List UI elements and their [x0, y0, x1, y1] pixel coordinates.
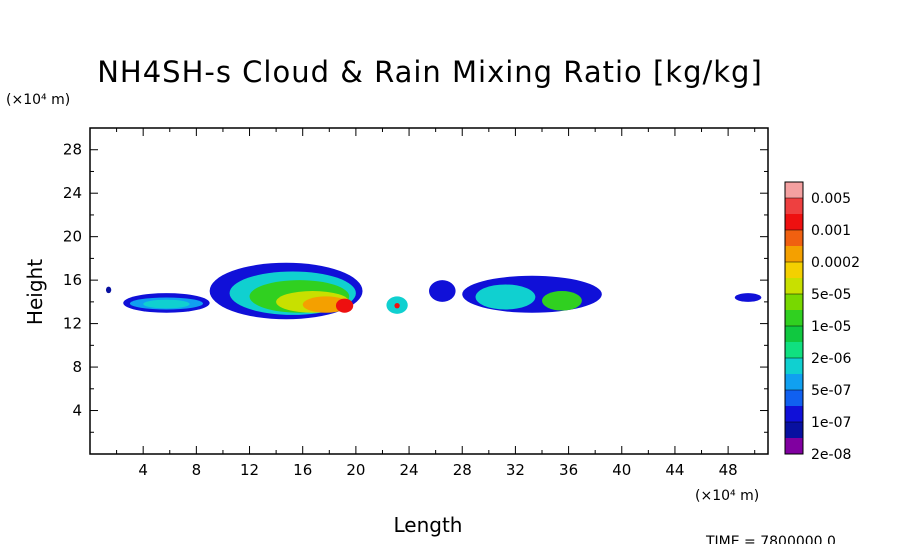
x-tick-label: 12 — [240, 461, 259, 479]
y-tick-label: 8 — [72, 358, 82, 376]
x-tick-label: 4 — [138, 461, 148, 479]
colorbar-segment — [785, 246, 803, 263]
y-tick-label: 12 — [63, 315, 82, 333]
time-label: TIME = 7800000.0 — [705, 534, 836, 544]
colorbar-segment — [785, 390, 803, 407]
x-axis-title: Length — [394, 513, 463, 537]
colorbar-label: 0.005 — [811, 191, 851, 207]
colorbar-segment — [785, 342, 803, 359]
x-tick-label: 36 — [559, 461, 578, 479]
colorbar-segment — [785, 358, 803, 375]
colorbar-segment — [785, 294, 803, 311]
colorbar-segment — [785, 230, 803, 247]
x-tick-label: 28 — [453, 461, 472, 479]
colorbar-label: 1e-07 — [811, 415, 851, 431]
x-tick-label: 24 — [400, 461, 419, 479]
colorbar-segment — [785, 422, 803, 439]
colorbar-segment — [785, 198, 803, 215]
y-tick-label: 24 — [63, 184, 82, 202]
colorbar-label: 5e-07 — [811, 383, 851, 399]
colorbar-segment — [785, 278, 803, 295]
x-axis: 4 8 12 16 20 24 28 32 36 40 44 48 — [116, 128, 756, 479]
y-axis: 4 8 12 16 20 24 28 — [63, 127, 768, 433]
y-tick-label: 20 — [63, 228, 82, 246]
heatmap-region-11 — [394, 302, 400, 309]
colorbar-label: 5e-05 — [811, 287, 851, 303]
colorbar-label: 0.0002 — [811, 255, 860, 271]
colorbar-label: 2e-06 — [811, 351, 851, 367]
colorbar-segment — [785, 406, 803, 423]
y-unit-label: (×10⁴ m) — [6, 92, 70, 108]
heatmap-region-3 — [143, 299, 190, 309]
colorbar-segment — [785, 374, 803, 391]
colorbar-label: 0.001 — [811, 223, 851, 239]
y-tick-label: 28 — [63, 141, 82, 159]
heatmap-region-14 — [475, 284, 536, 310]
chart-title: NH4SH-s Cloud & Rain Mixing Ratio [kg/kg… — [97, 55, 763, 89]
heatmap-region-12 — [429, 280, 456, 302]
x-tick-label: 44 — [665, 461, 684, 479]
x-tick-label: 8 — [192, 461, 202, 479]
colorbar-segment — [785, 182, 803, 199]
colorbar-segment — [785, 214, 803, 231]
colorbar-segment — [785, 262, 803, 279]
colorbar-segment — [785, 310, 803, 327]
y-axis-title: Height — [23, 259, 47, 325]
heatmap-region-15 — [542, 291, 582, 311]
colorbar-label: 2e-08 — [811, 447, 851, 463]
x-tick-label: 16 — [293, 461, 312, 479]
heatmap-region-0 — [105, 286, 112, 294]
x-tick-label: 32 — [506, 461, 525, 479]
x-unit-label: (×10⁴ m) — [695, 488, 759, 504]
heatmap-regions — [105, 262, 762, 320]
heatmap-region-9 — [335, 298, 354, 313]
y-tick-label: 4 — [72, 402, 82, 420]
heatmap-region-16 — [734, 293, 762, 302]
colorbar-segment — [785, 438, 803, 455]
colorbar: 0.005 0.001 0.0002 5e-05 1e-05 2e-06 5e-07 1e-0… — [784, 181, 860, 463]
colorbar-segment — [785, 326, 803, 343]
y-tick-label: 16 — [63, 271, 82, 289]
x-tick-label: 40 — [612, 461, 631, 479]
plot-frame — [89, 127, 769, 455]
x-tick-label: 20 — [346, 461, 365, 479]
x-tick-label: 48 — [719, 461, 738, 479]
colorbar-label: 1e-05 — [811, 319, 851, 335]
